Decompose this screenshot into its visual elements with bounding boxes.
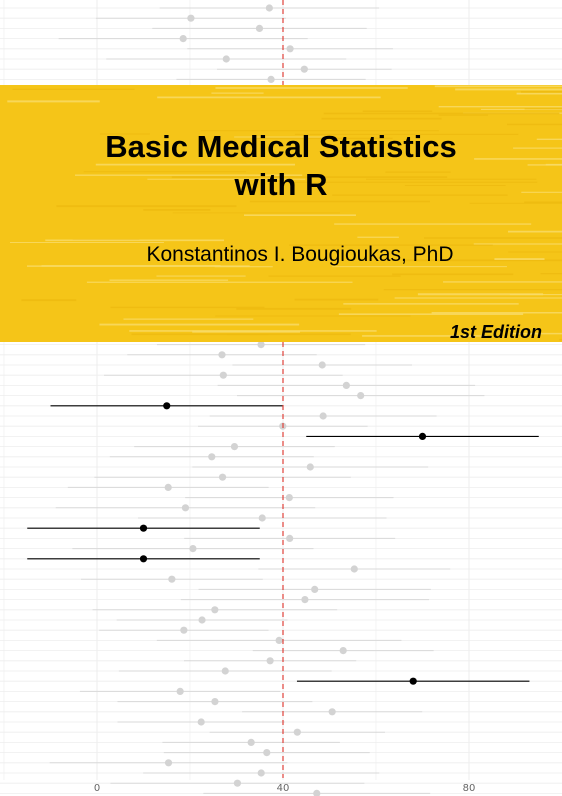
point-estimate (164, 759, 173, 767)
point-estimate (211, 698, 219, 706)
book-title: Basic Medical Statistics with R (0, 128, 562, 204)
edition-label: 1st Edition (449, 322, 542, 342)
point-estimate (222, 55, 230, 63)
point-estimate (350, 565, 358, 573)
point-estimate (339, 647, 347, 655)
point-estimate-highlighted (418, 432, 427, 440)
point-estimate-highlighted (139, 524, 148, 532)
point-estimate (189, 545, 197, 553)
x-tick-label: 0 (93, 783, 101, 794)
point-estimate (257, 341, 265, 349)
point-estimate (187, 14, 195, 22)
point-estimate (218, 473, 227, 481)
point-estimate (306, 463, 314, 471)
title-band (0, 85, 562, 342)
point-estimate (218, 351, 226, 359)
author-name: Konstantinos I. Bougioukas, PhD (146, 243, 454, 266)
point-estimate (219, 371, 227, 379)
point-estimate (300, 65, 308, 73)
x-tick-label: 40 (276, 783, 290, 794)
point-estimate-highlighted (163, 402, 171, 410)
point-estimate-highlighted (409, 677, 417, 685)
point-estimate (181, 504, 190, 512)
point-estimate (318, 361, 326, 369)
point-estimate (266, 657, 274, 665)
point-estimate (230, 443, 239, 451)
point-estimate (263, 749, 271, 757)
point-estimate (319, 412, 327, 420)
point-estimate (180, 626, 188, 634)
point-estimate (301, 596, 309, 604)
point-estimate (176, 687, 184, 696)
point-estimate (311, 585, 319, 594)
point-estimate (286, 45, 294, 53)
point-estimate-highlighted (139, 555, 148, 563)
point-estimate (265, 4, 273, 12)
point-estimate (285, 494, 293, 502)
point-estimate (275, 636, 283, 645)
point-estimate (257, 769, 265, 777)
point-estimate (208, 453, 216, 461)
point-estimate (258, 514, 266, 522)
point-estimate (255, 24, 264, 32)
point-estimate (221, 667, 229, 675)
point-estimate (293, 728, 301, 736)
point-estimate (313, 789, 321, 796)
point-estimate (342, 381, 350, 389)
point-estimate (233, 779, 242, 787)
title-line-1: Basic Medical Statistics (105, 129, 457, 164)
point-estimate (179, 35, 187, 43)
x-tick-label: 80 (462, 783, 476, 794)
point-estimate (197, 718, 205, 726)
point-estimate (328, 708, 336, 716)
point-estimate (168, 575, 176, 583)
point-estimate (164, 483, 172, 491)
band-texture (7, 85, 562, 341)
point-estimate (247, 738, 255, 747)
point-estimate (357, 392, 365, 400)
point-estimate (267, 75, 275, 83)
title-line-2: with R (234, 167, 328, 202)
point-estimate (286, 534, 294, 543)
point-estimate (211, 606, 219, 614)
point-estimate (198, 616, 206, 624)
